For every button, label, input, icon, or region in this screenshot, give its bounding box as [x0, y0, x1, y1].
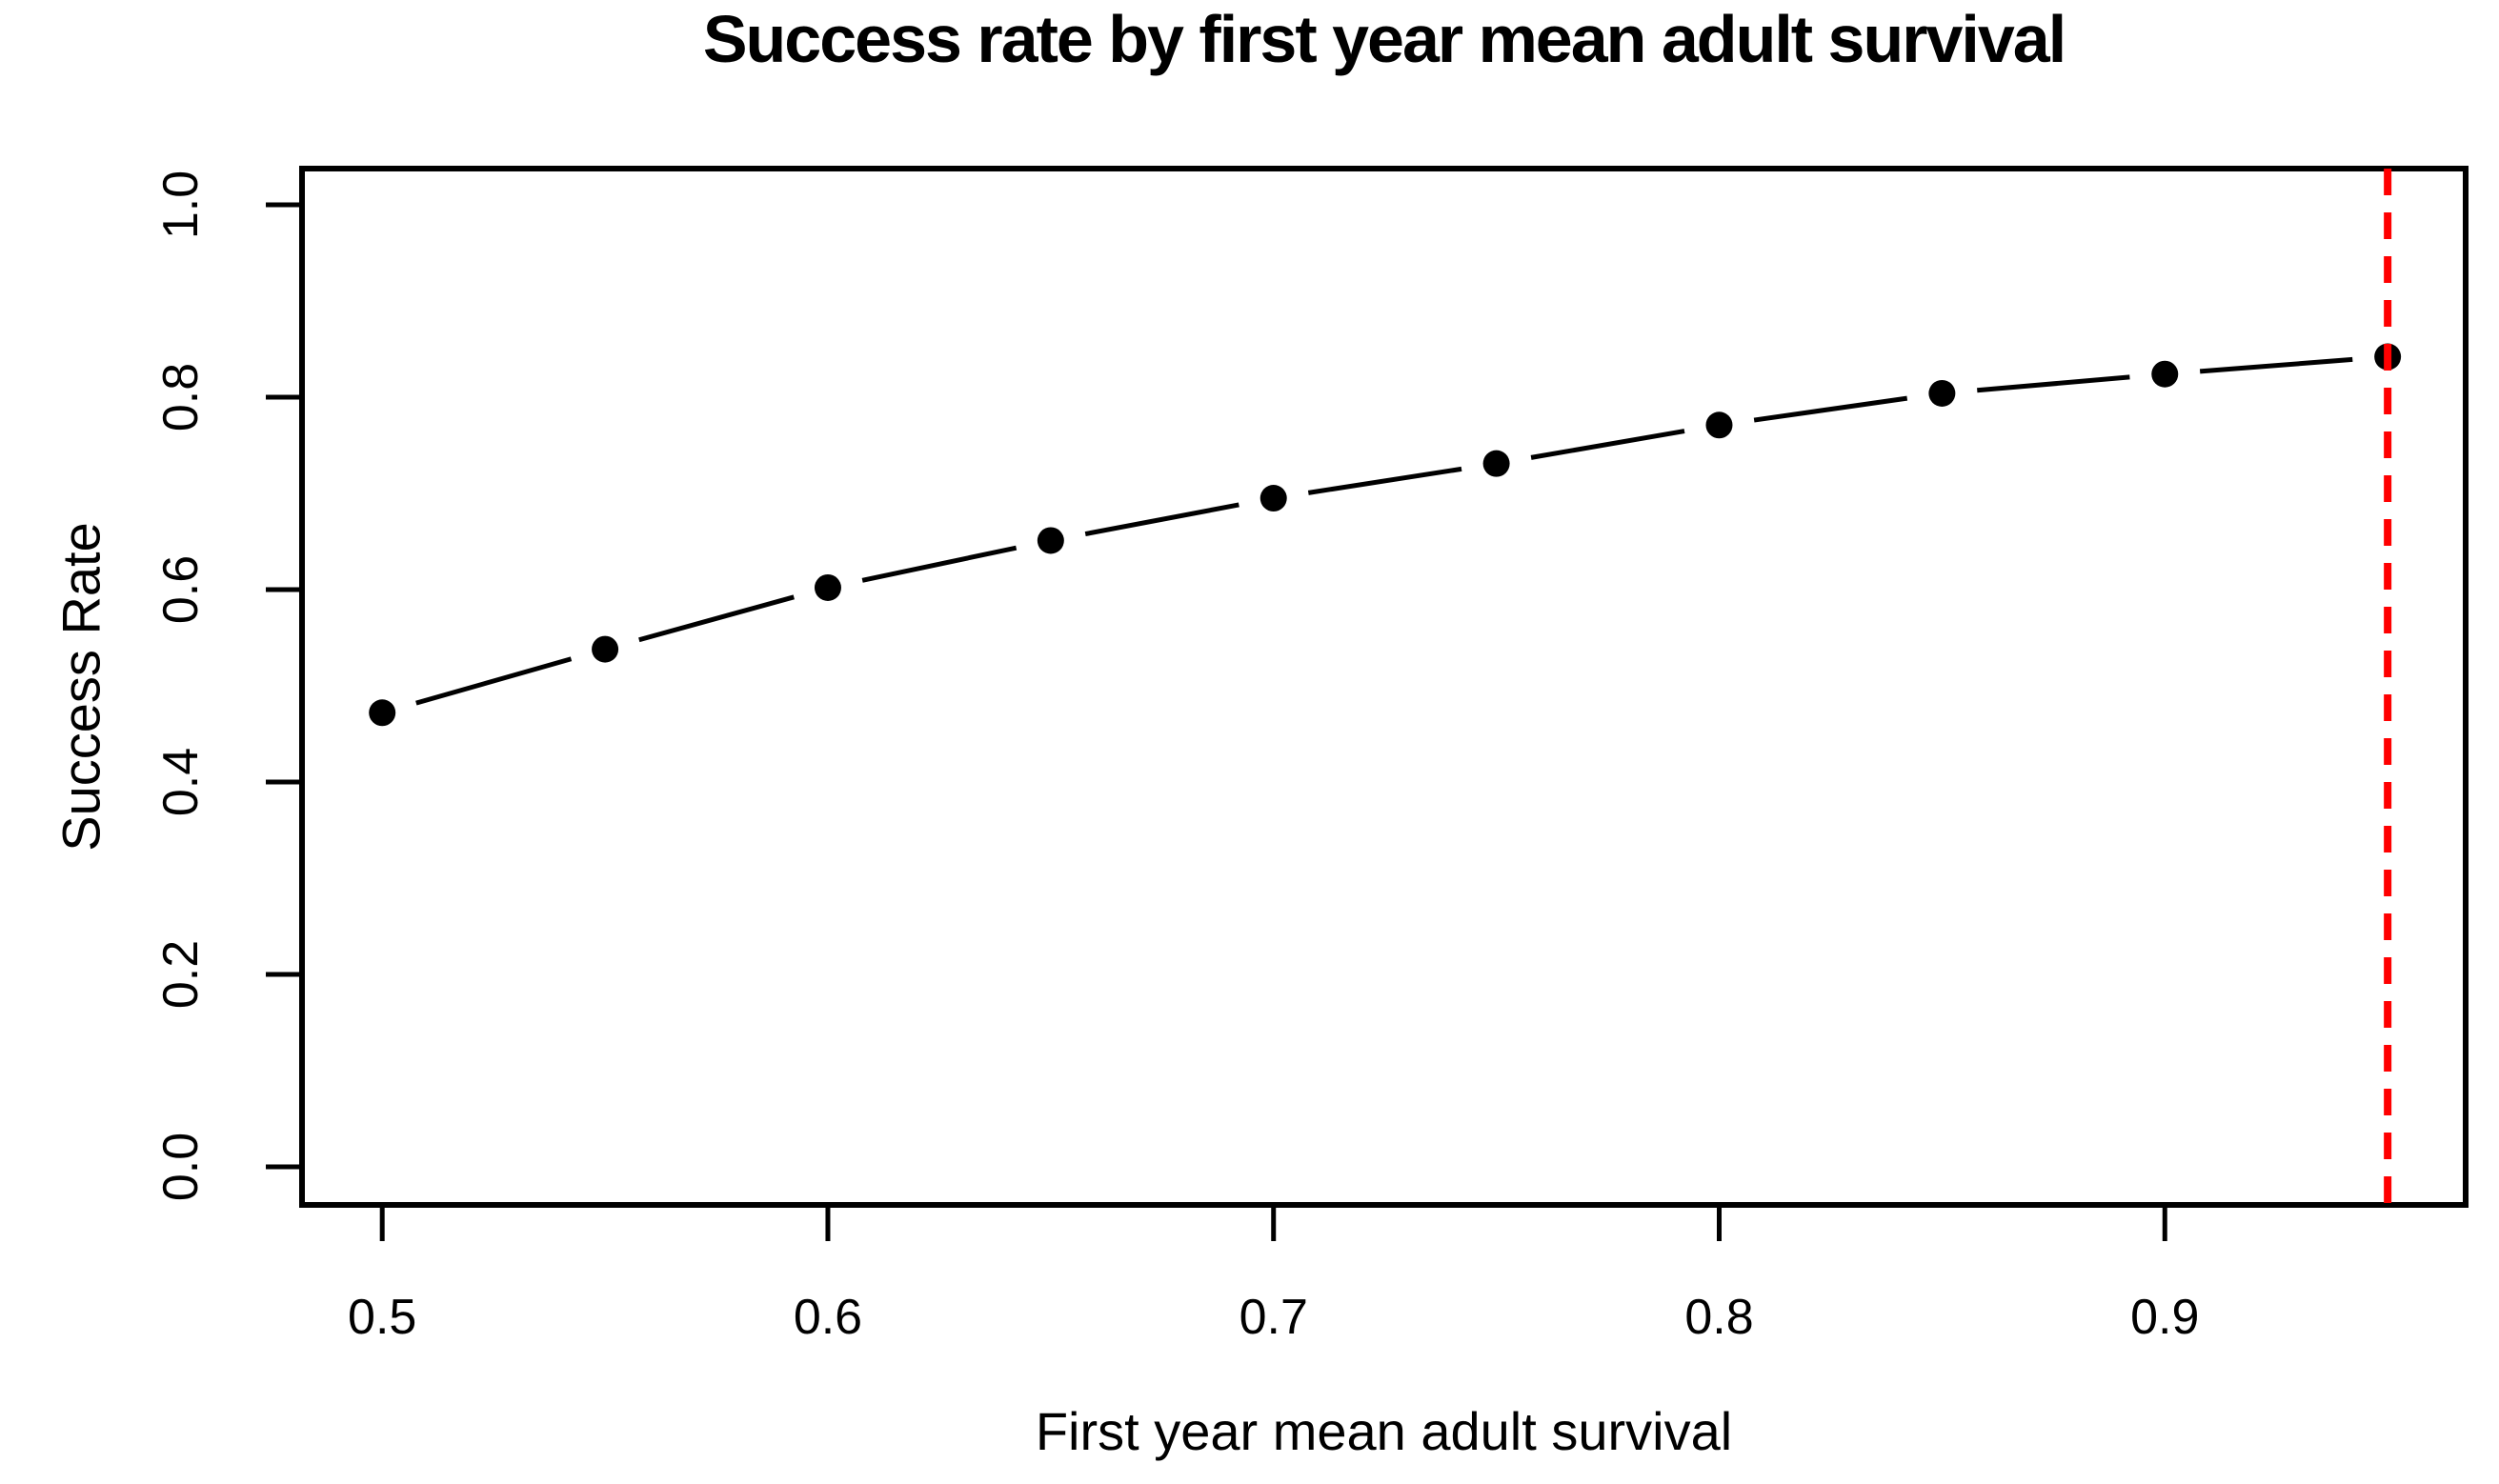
data-point [1705, 411, 1733, 439]
data-point [369, 699, 396, 727]
y-axis-tick-label: 0.8 [153, 363, 209, 431]
x-axis-label: First year mean adult survival [1035, 1401, 1733, 1461]
series-line-segment [415, 656, 573, 706]
series-line-segment [1084, 502, 1239, 537]
y-axis-tick-label: 0.6 [153, 555, 209, 624]
series-line-segment [1530, 429, 1685, 460]
y-axis-tick-label: 0.0 [153, 1133, 209, 1201]
data-point [592, 635, 619, 663]
data-point [1482, 450, 1510, 477]
series-line-segment [1753, 395, 1908, 423]
series-line-segment [1977, 374, 2130, 393]
series-line-segment [1307, 466, 1462, 495]
y-axis-tick-label: 0.4 [153, 748, 209, 816]
plot-box [299, 166, 2469, 1208]
data-point [1037, 527, 1064, 554]
series-line-segment [2199, 356, 2353, 374]
y-axis-tick-label: 1.0 [153, 170, 209, 239]
y-axis-tick-label: 0.2 [153, 940, 209, 1009]
data-point [1260, 485, 1287, 512]
data-point [1928, 379, 1956, 407]
data-point [2151, 360, 2179, 388]
x-axis-tick-label: 0.6 [794, 1290, 862, 1345]
series-line-segment [861, 545, 1018, 583]
series-line-segment [638, 594, 795, 643]
x-axis-tick-label: 0.5 [348, 1290, 416, 1345]
chart-title: Success rate by first year mean adult su… [702, 2, 2066, 76]
data-point [814, 573, 841, 601]
x-axis-tick-label: 0.9 [2130, 1290, 2199, 1345]
y-axis-label: Success Rate [50, 522, 111, 852]
x-axis-tick-label: 0.7 [1239, 1290, 1308, 1345]
x-axis-tick-label: 0.8 [1684, 1290, 1753, 1345]
